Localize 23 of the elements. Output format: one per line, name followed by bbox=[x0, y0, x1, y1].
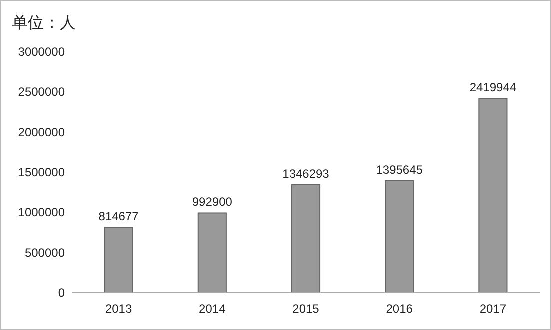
bar bbox=[198, 212, 227, 294]
y-tick-label: 1000000 bbox=[18, 206, 66, 220]
y-tick-label: 500000 bbox=[24, 246, 66, 260]
y-tick-label: 0 bbox=[58, 286, 66, 300]
bar bbox=[104, 227, 134, 294]
bar bbox=[291, 184, 321, 294]
y-tick-label: 2000000 bbox=[18, 125, 66, 140]
data-label: 992900 bbox=[192, 195, 233, 210]
y-axis-title: 单位：人 bbox=[12, 14, 76, 32]
bar bbox=[478, 98, 508, 294]
data-label: 2419944 bbox=[470, 80, 517, 95]
y-tick-label: 1500000 bbox=[18, 166, 66, 180]
y-tick-label: 3000000 bbox=[18, 45, 66, 59]
data-label: 1346293 bbox=[282, 166, 330, 181]
x-tick-label: 2017 bbox=[480, 302, 507, 316]
x-tick-label: 2015 bbox=[292, 302, 320, 316]
data-label: 1395645 bbox=[376, 162, 424, 177]
x-tick-label: 2016 bbox=[386, 302, 414, 316]
bar bbox=[385, 180, 414, 294]
x-tick-label: 2013 bbox=[105, 302, 132, 316]
y-tick-label: 2500000 bbox=[18, 85, 66, 100]
x-tick-label: 2014 bbox=[199, 302, 226, 316]
data-label: 814677 bbox=[98, 210, 140, 224]
